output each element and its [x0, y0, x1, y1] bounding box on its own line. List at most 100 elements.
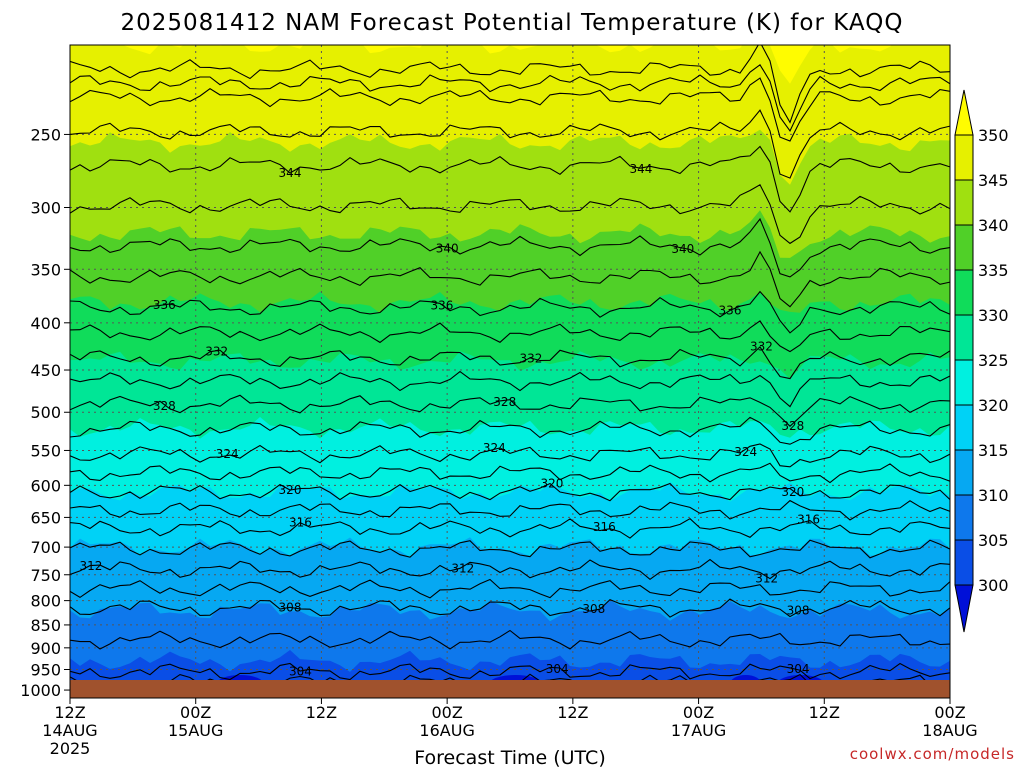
contour-label: 308 — [582, 602, 605, 616]
contour-label: 324 — [734, 445, 757, 459]
contour-label: 328 — [781, 419, 804, 433]
contour-label: 328 — [493, 395, 516, 409]
colorbar-arrow-bottom — [954, 584, 974, 633]
y-axis: 250 300 350 400 450 500 550 600 650 700 750 800 850 9… — [20, 125, 70, 700]
contour-line-304 — [70, 662, 950, 681]
colorbar-swatch — [954, 449, 974, 496]
contour-label: 312 — [451, 562, 474, 576]
y-tick-label: 750 — [30, 566, 61, 585]
x-tick-day: 16AUG — [419, 721, 474, 740]
contour-line-316 — [70, 518, 950, 539]
contour-label: 340 — [671, 242, 694, 256]
colorbar-tick-label: 315 — [978, 441, 1009, 460]
plot-frame — [69, 44, 951, 699]
contour-line-338 — [70, 250, 950, 308]
contour-line-324 — [70, 443, 950, 468]
contour-line-318 — [70, 499, 950, 521]
chart-title: 2025081412 NAM Forecast Potential Temper… — [121, 10, 904, 36]
contour-label: 324 — [483, 441, 506, 455]
colorbar-swatch — [954, 134, 974, 181]
contour-line-330 — [70, 370, 950, 408]
colorbar-tick-label: 325 — [978, 351, 1009, 370]
contour-line-342 — [70, 184, 950, 245]
contour-label: 304 — [289, 664, 312, 678]
y-tick-label: 800 — [30, 592, 61, 611]
x-tick-hour: 12Z — [54, 703, 85, 722]
contour-line-312 — [70, 558, 950, 580]
contour-label: 320 — [540, 476, 563, 490]
contour-label: 312 — [755, 572, 778, 586]
contour-label: 316 — [289, 515, 312, 529]
contour-line-348 — [70, 77, 950, 142]
contour-label: 308 — [787, 604, 810, 618]
y-tick-label: 1000 — [20, 681, 61, 700]
y-tick-label: 550 — [30, 441, 61, 460]
colorbar-swatch — [954, 269, 974, 316]
contour-line-310 — [70, 578, 950, 599]
colorbar: 300 305 310 315 320 325 330 335 340 345 350 — [954, 89, 1009, 633]
contour-label: 332 — [205, 345, 228, 359]
contour-label: 320 — [279, 483, 302, 497]
contour-line-320 — [70, 482, 950, 502]
x-tick-day: 18AUG — [922, 721, 977, 740]
colorbar-tick-label: 305 — [978, 531, 1009, 550]
x-tick-hour: 00Z — [180, 703, 211, 722]
gridlines — [70, 45, 950, 698]
y-tick-label: 350 — [30, 260, 61, 279]
contour-line-334 — [70, 320, 950, 353]
contour-line-352 — [70, 45, 950, 124]
y-tick-label: 650 — [30, 508, 61, 527]
y-tick-label: 400 — [30, 314, 61, 333]
contour-line-306 — [70, 629, 950, 650]
colorbar-tick-label: 330 — [978, 306, 1009, 325]
plot-area: 304 304 304 308 308 308 312 312 312 316 316 316 320 3… — [70, 45, 950, 698]
colorbar-tick-label: 350 — [978, 126, 1009, 145]
colorbar-swatch — [954, 404, 974, 451]
contour-label: 336 — [430, 298, 453, 312]
y-tick-label: 600 — [30, 476, 61, 495]
contour-label: 332 — [750, 340, 773, 354]
contour-label: 344 — [279, 166, 302, 180]
colorbar-swatch — [954, 314, 974, 361]
colorbar-tick-label: 320 — [978, 396, 1009, 415]
contour-label: 316 — [593, 520, 616, 534]
x-tick-year: 2025 — [50, 739, 91, 758]
x-tick-hour: 12Z — [306, 703, 337, 722]
contour-label: 340 — [436, 241, 459, 255]
contour-line-328 — [70, 394, 950, 427]
credit-text: coolwx.com/models — [850, 745, 1015, 763]
x-tick-day: 17AUG — [671, 721, 726, 740]
contour-line-308 — [70, 598, 950, 618]
contour-line-340 — [70, 217, 950, 278]
contour-label: 320 — [781, 485, 804, 499]
x-tick-hour: 00Z — [431, 703, 462, 722]
x-axis-title: Forecast Time (UTC) — [414, 747, 605, 768]
colorbar-swatch — [954, 494, 974, 541]
y-tick-label: 500 — [30, 403, 61, 422]
contour-label: 344 — [629, 162, 652, 176]
contour-label: 304 — [787, 662, 810, 676]
contour-line-332 — [70, 346, 950, 380]
contour-line-344 — [70, 145, 950, 213]
contour-label: 332 — [519, 352, 542, 366]
y-tick-label: 700 — [30, 538, 61, 557]
colorbar-tick-label: 310 — [978, 486, 1009, 505]
colorbar-tick-label: 300 — [978, 576, 1009, 595]
y-tick-label: 850 — [30, 616, 61, 635]
contour-label: 308 — [279, 600, 302, 614]
y-tick-label: 950 — [30, 661, 61, 680]
colorbar-swatch — [954, 224, 974, 271]
contour-label: 336 — [153, 298, 176, 312]
contour-line-322 — [70, 462, 950, 484]
colorbar-swatch — [954, 359, 974, 406]
y-tick-label: 250 — [30, 125, 61, 144]
contour-label: 312 — [79, 559, 102, 573]
contour-label: 316 — [797, 512, 820, 526]
y-tick-label: 300 — [30, 199, 61, 218]
y-tick-label: 900 — [30, 639, 61, 658]
contour-line-326 — [70, 416, 950, 445]
contour-label: 336 — [719, 303, 742, 317]
x-tick-hour: 12Z — [809, 703, 840, 722]
contour-lines: 304 304 304 308 308 308 312 312 312 316 316 316 320 3… — [70, 45, 950, 693]
